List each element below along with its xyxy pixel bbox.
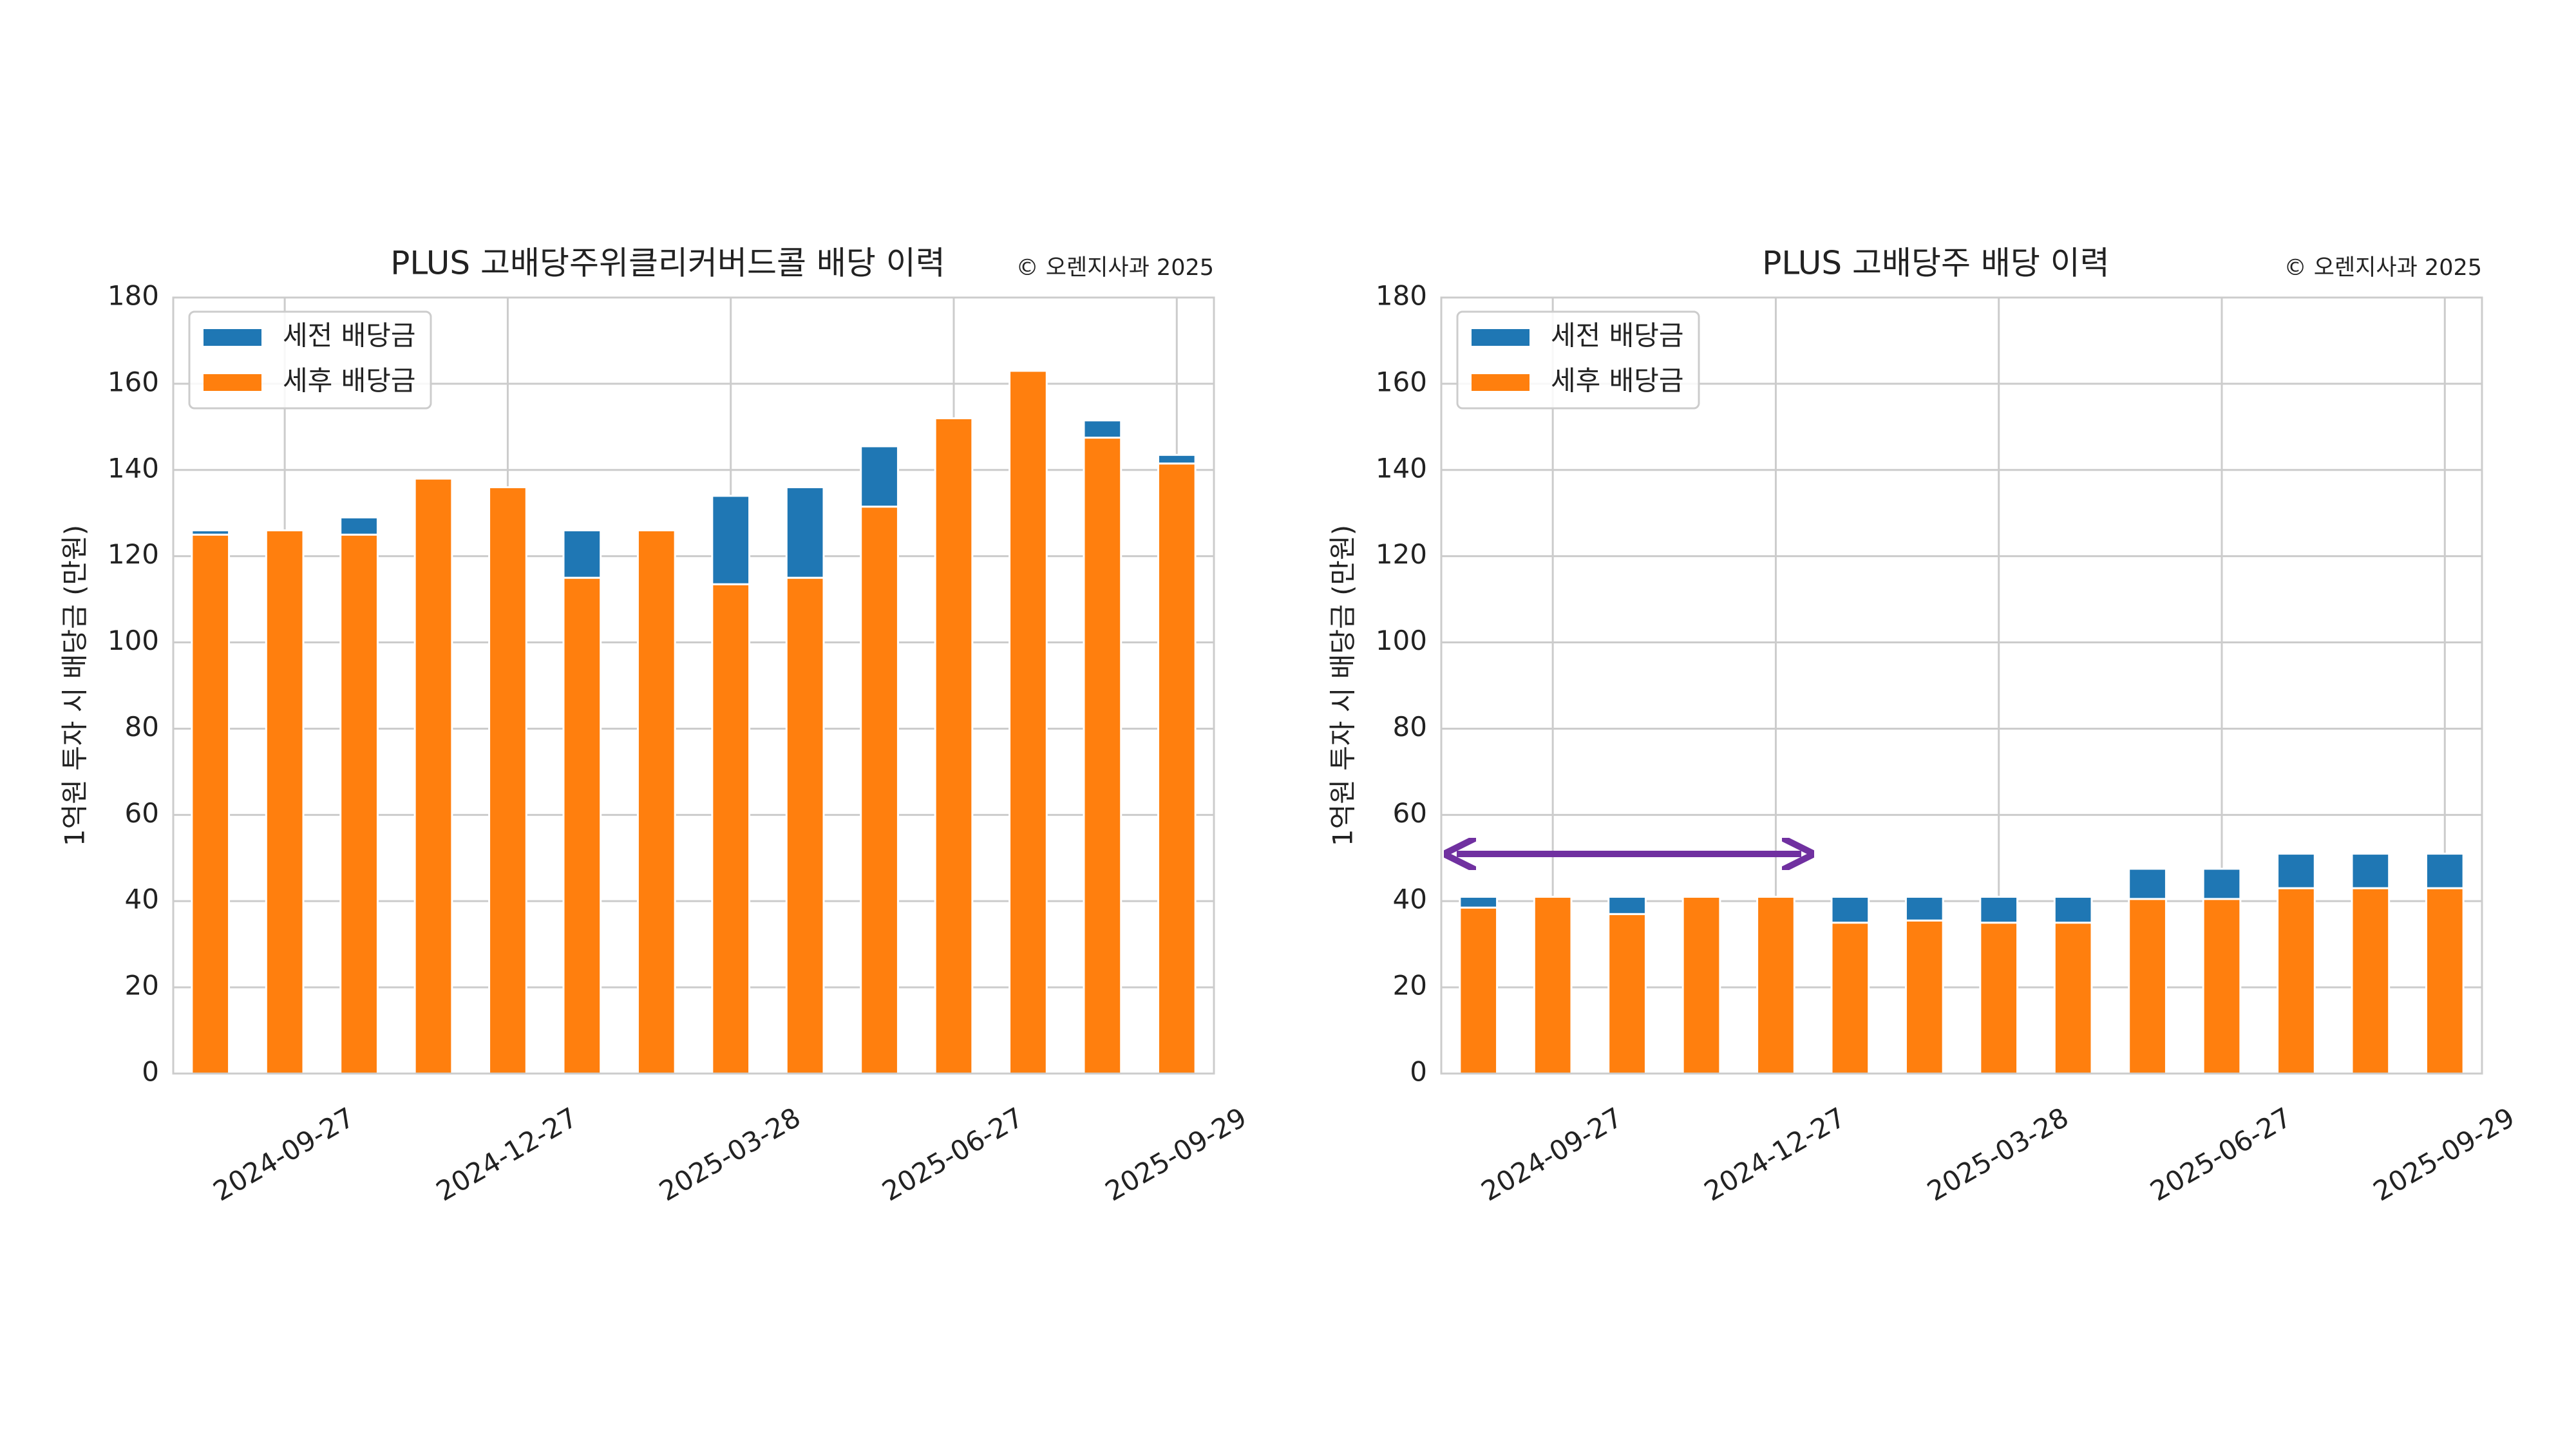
- y-tick-label: 80: [1393, 711, 1427, 743]
- bar-segment: [1083, 437, 1122, 1075]
- y-tick-label: 120: [1376, 538, 1427, 570]
- bar-segment: [2277, 887, 2316, 1075]
- plot-frame: [1440, 296, 2483, 1075]
- bar-segment: [2128, 898, 2167, 1075]
- bar-segment: [2053, 896, 2093, 924]
- legend-label: 세전 배당금: [283, 320, 416, 352]
- bar-segment: [1459, 906, 1499, 1075]
- y-axis-label: 1억원 투자 시 배당금 (만원): [1327, 525, 1359, 846]
- bar-segment: [1904, 896, 1944, 922]
- bar-segment: [2351, 887, 2391, 1075]
- y-tick-label: 60: [1393, 797, 1427, 829]
- y-tick-label: 160: [1376, 366, 1427, 397]
- bar-segment: [2202, 898, 2242, 1075]
- bar-segment: [785, 486, 825, 579]
- bar-segment: [488, 486, 527, 1075]
- bar-segment: [2128, 867, 2167, 900]
- y-tick-label: 20: [125, 970, 159, 1001]
- bar-segment: [711, 495, 751, 585]
- bar-segment: [1009, 370, 1048, 1075]
- bar-segment: [1607, 913, 1647, 1075]
- x-tick-label: 2024-09-27: [208, 1101, 360, 1207]
- y-tick-label: 180: [1376, 280, 1427, 312]
- bar-segment: [1681, 896, 1721, 1075]
- bar-segment: [860, 506, 899, 1075]
- bar-segment: [1083, 419, 1122, 439]
- bar-segment: [1756, 896, 1795, 1075]
- legend-label: 세후 배당금: [1551, 365, 1684, 397]
- x-tick-label: 2025-06-27: [877, 1101, 1029, 1207]
- y-tick-label: 140: [108, 452, 159, 484]
- y-tick-label: 0: [142, 1056, 159, 1088]
- legend-swatch: [1472, 374, 1530, 391]
- y-axis-label: 1억원 투자 시 배당금 (만원): [59, 525, 91, 846]
- legend-swatch: [204, 329, 261, 346]
- x-tick-label: 2025-09-29: [1100, 1101, 1252, 1207]
- chart-title: PLUS 고배당주위클리커버드콜 배당 이력: [390, 245, 945, 282]
- y-tick-label: 100: [1376, 625, 1427, 656]
- y-tick-label: 40: [125, 884, 159, 915]
- annotation: © 오렌지사과 2025: [1016, 255, 1214, 281]
- charts: 0 20 40 60 80 100 120 140 160 180 2024-09-27 2024-1…: [59, 245, 2520, 1208]
- bar-segment: [2425, 887, 2465, 1075]
- bar-segment: [2425, 853, 2465, 889]
- y-tick-label: 60: [125, 797, 159, 829]
- bar-segment: [1979, 922, 2019, 1075]
- bar-segment: [562, 576, 602, 1075]
- bar-segment: [191, 533, 231, 1075]
- x-tick-label: 2025-03-28: [1922, 1101, 2074, 1207]
- x-tick-label: 2025-03-28: [654, 1101, 806, 1207]
- bar-segment: [1157, 453, 1197, 465]
- bar-segment: [711, 583, 751, 1075]
- chart-title: PLUS 고배당주 배당 이력: [1762, 245, 2110, 282]
- bar-segment: [1607, 896, 1647, 915]
- bar-segment: [2053, 922, 2093, 1075]
- y-tick-label: 140: [1376, 452, 1427, 484]
- bar-segment: [1830, 922, 1870, 1075]
- bar-segment: [413, 477, 453, 1075]
- bar-segment: [636, 529, 676, 1075]
- plot-frame: [172, 296, 1215, 1075]
- legend-swatch: [204, 374, 261, 391]
- y-tick-label: 20: [1393, 970, 1427, 1001]
- bar-segment: [860, 445, 899, 508]
- bar-segment: [339, 516, 379, 536]
- legend-swatch: [1472, 329, 1530, 346]
- bar-segment: [2351, 853, 2391, 889]
- bar-segment: [1157, 462, 1197, 1075]
- bar-segment: [2202, 867, 2242, 900]
- annotation: © 오렌지사과 2025: [2284, 255, 2482, 281]
- y-tick-label: 100: [108, 625, 159, 656]
- y-tick-label: 180: [108, 280, 159, 312]
- y-tick-label: 0: [1410, 1056, 1427, 1088]
- legend-label: 세전 배당금: [1551, 320, 1684, 352]
- bar-segment: [339, 533, 379, 1075]
- bar-segment: [265, 529, 305, 1075]
- bar-segment: [562, 529, 602, 579]
- bar-segment: [934, 417, 974, 1075]
- y-tick-label: 80: [125, 711, 159, 743]
- bar-segment: [2277, 853, 2316, 889]
- bar-segment: [1904, 919, 1944, 1075]
- x-tick-label: 2024-12-27: [431, 1101, 583, 1207]
- x-tick-label: 2024-09-27: [1476, 1101, 1628, 1207]
- bar-segment: [1830, 896, 1870, 924]
- y-tick-label: 40: [1393, 884, 1427, 915]
- bar-segment: [785, 576, 825, 1075]
- x-tick-label: 2025-09-29: [2368, 1101, 2520, 1207]
- bar-segment: [1979, 896, 2019, 924]
- bar-segment: [1533, 896, 1573, 1075]
- y-tick-label: 160: [108, 366, 159, 397]
- bar-segment: [191, 529, 231, 536]
- legend-label: 세후 배당금: [283, 365, 416, 397]
- y-tick-label: 120: [108, 538, 159, 570]
- x-tick-label: 2025-06-27: [2145, 1101, 2297, 1207]
- x-tick-label: 2024-12-27: [1699, 1101, 1851, 1207]
- bar-segment: [1459, 896, 1499, 909]
